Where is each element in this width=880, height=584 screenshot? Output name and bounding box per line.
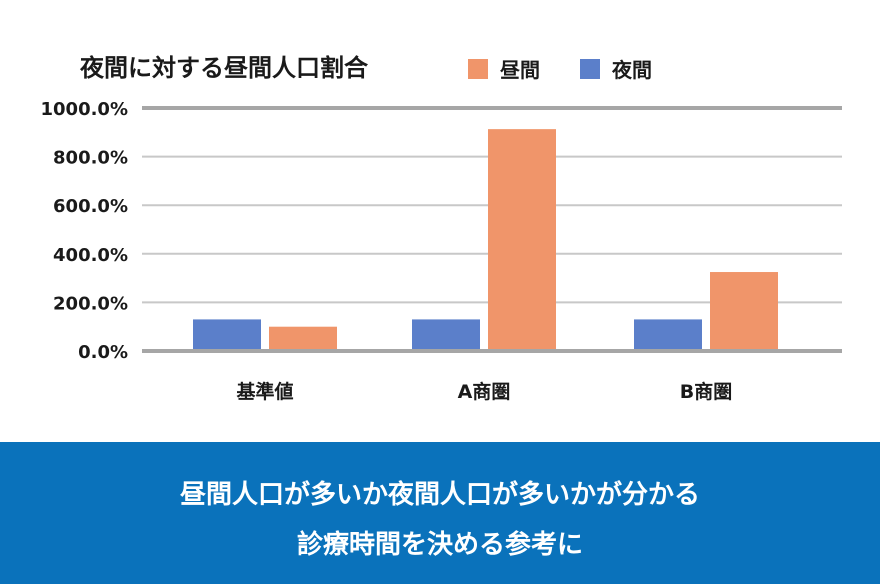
x-category-label: B商圏 xyxy=(680,380,732,403)
bar-daytime xyxy=(710,272,778,350)
y-tick-label: 200.0% xyxy=(53,293,128,314)
chart-legend: 昼間 夜間 xyxy=(468,54,652,83)
y-tick-label: 400.0% xyxy=(53,245,128,266)
legend-item-daytime: 昼間 xyxy=(468,54,540,83)
bar-daytime xyxy=(488,129,556,350)
banner-line-1: 昼間人口が多いか夜間人口が多いかが分かる xyxy=(179,480,700,510)
legend-label-daytime: 昼間 xyxy=(500,58,540,82)
y-tick-label: 600.0% xyxy=(53,196,128,217)
chart-area: 夜間に対する昼間人口割合 昼間 夜間 0.0% 200.0% 400.0% 600.0… xyxy=(41,54,842,403)
message-banner: 昼間人口が多いか夜間人口が多いかが分かる 診療時間を決める参考に xyxy=(0,442,880,584)
legend-label-nighttime: 夜間 xyxy=(612,58,652,82)
bar-nighttime xyxy=(412,319,480,350)
chart-plot: 0.0% 200.0% 400.0% 600.0% 800.0% 1000.0% 基準値 A商… xyxy=(41,99,842,403)
bar-nighttime xyxy=(634,319,702,350)
chart-title: 夜間に対する昼間人口割合 xyxy=(80,54,368,82)
bar-nighttime xyxy=(193,319,261,350)
y-tick-label: 1000.0% xyxy=(41,99,129,120)
y-tick-label: 0.0% xyxy=(78,342,128,363)
x-category-label: 基準値 xyxy=(235,380,293,403)
legend-item-nighttime: 夜間 xyxy=(580,54,652,83)
legend-swatch-daytime xyxy=(468,58,488,79)
bar-daytime xyxy=(269,326,337,350)
legend-swatch-nighttime xyxy=(580,58,600,79)
y-tick-label: 800.0% xyxy=(53,148,128,169)
x-category-label: A商圏 xyxy=(458,380,511,403)
banner-line-2: 診療時間を決める参考に xyxy=(296,530,583,560)
